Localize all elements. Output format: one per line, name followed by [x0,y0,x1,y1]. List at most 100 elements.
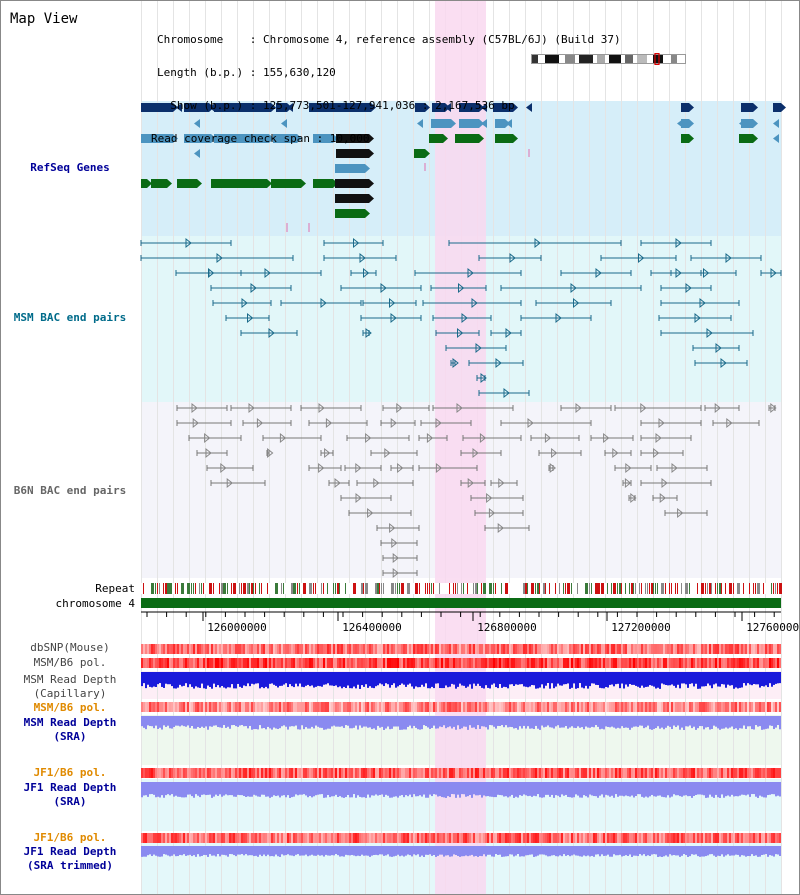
polymorphism-heat-cell [329,658,331,668]
read-depth-bar [289,716,291,727]
polymorphism-heat-cell [627,644,629,654]
read-depth-bar [421,716,423,730]
polymorphism-heat-cell [709,658,711,668]
read-depth-bar [667,846,669,857]
read-depth-bar [173,672,175,689]
read-depth-bar [481,782,483,798]
polymorphism-heat-cell [725,644,727,654]
read-depth-bar [403,716,405,730]
read-depth-bar [201,672,203,684]
chromosome-ideogram-icon[interactable] [531,53,687,65]
read-depth-bar [769,672,771,684]
polymorphism-heat-cell [483,644,485,654]
read-depth-bar [299,782,301,795]
length-line: Length (b.p.) : 155,630,120 [157,66,336,79]
gene-exon-block [141,134,173,143]
read-depth-bar [473,782,475,795]
polymorphism-heat-cell [591,658,593,668]
polymorphism-heat-cell [213,768,215,778]
repeat-element [565,583,566,594]
polymorphism-heat-cell [355,658,357,668]
repeat-element [523,583,526,594]
polymorphism-heat-cell [409,658,411,668]
read-depth-bar [691,782,693,798]
gene-arrow [209,103,215,112]
polymorphism-heat-cell [411,768,413,778]
repeat-element [571,583,572,594]
read-depth-bar [489,672,491,689]
read-depth-bar [387,846,389,855]
read-depth-bar [537,672,539,689]
read-depth-bar [741,716,743,729]
polymorphism-heat-cell [309,702,311,712]
polymorphism-heat-cell [295,702,297,712]
pair-marker [685,282,692,294]
polymorphism-heat-cell [579,768,581,778]
pair-marker [488,507,496,519]
read-depth-bar [341,846,343,857]
read-depth-bar [523,716,525,726]
polymorphism-heat-cell [231,702,233,712]
read-depth-bar [669,782,671,798]
polymorphism-heat-cell [357,833,359,843]
read-depth-bar [529,782,531,796]
polymorphism-heat-cell [523,644,525,654]
read-depth-bar [191,716,193,726]
polymorphism-heat-cell [215,702,217,712]
polymorphism-heat-cell [677,658,679,668]
polymorphism-heat-cell [363,833,365,843]
polymorphism-heat-cell [723,768,725,778]
polymorphism-heat-cell [179,833,181,843]
read-depth-bar [567,846,569,856]
polymorphism-heat-cell [663,702,665,712]
polymorphism-heat-cell [241,833,243,843]
read-depth-bar [361,716,363,728]
read-depth-bar [263,672,265,689]
repeat-element [525,583,528,594]
pair-marker [365,327,372,339]
polymorphism-heat-cell [489,644,491,654]
polymorphism-heat-cell [379,658,381,668]
read-depth-bar [543,846,545,855]
read-depth-bar [545,846,547,856]
polymorphism-heat-cell [617,833,619,843]
pair-marker [472,447,479,459]
polymorphism-heat-cell [607,644,609,654]
polymorphism-heat-cell [337,833,339,843]
polymorphism-heat-cell [729,702,731,712]
polymorphism-heat-cell [403,702,405,712]
read-depth-bar [541,782,543,798]
polymorphism-heat-cell [293,768,295,778]
read-depth-bar [747,716,749,727]
polymorphism-heat-cell [159,644,161,654]
polymorphism-heat-cell [207,702,209,712]
read-depth-bar [215,716,217,726]
repeat-element [391,583,394,594]
polymorphism-heat-cell [399,702,401,712]
polymorphism-heat-cell [461,768,463,778]
read-depth-bar [389,716,391,730]
polymorphism-heat-cell [321,702,323,712]
polymorphism-heat-cell [485,658,487,668]
read-depth-bar [211,846,213,856]
polymorphism-heat-cell [647,768,649,778]
polymorphism-heat-cell [369,644,371,654]
read-depth-bar [173,846,175,855]
pair-marker [456,402,463,414]
polymorphism-heat-cell [355,768,357,778]
selected-region-highlight[interactable] [435,1,486,894]
polymorphism-heat-cell [299,658,301,668]
polymorphism-heat-cell [503,644,505,654]
polymorphism-heat-cell [641,658,643,668]
read-depth-bar [541,716,543,726]
read-depth-bar [705,846,707,857]
polymorphism-heat-cell [643,658,645,668]
polymorphism-heat-cell [277,702,279,712]
polymorphism-heat-cell [403,833,405,843]
polymorphism-heat-cell [581,702,583,712]
read-depth-bar [549,782,551,797]
gene-exon-block [335,194,369,203]
read-depth-bar [409,716,411,726]
read-depth-bar [213,782,215,797]
